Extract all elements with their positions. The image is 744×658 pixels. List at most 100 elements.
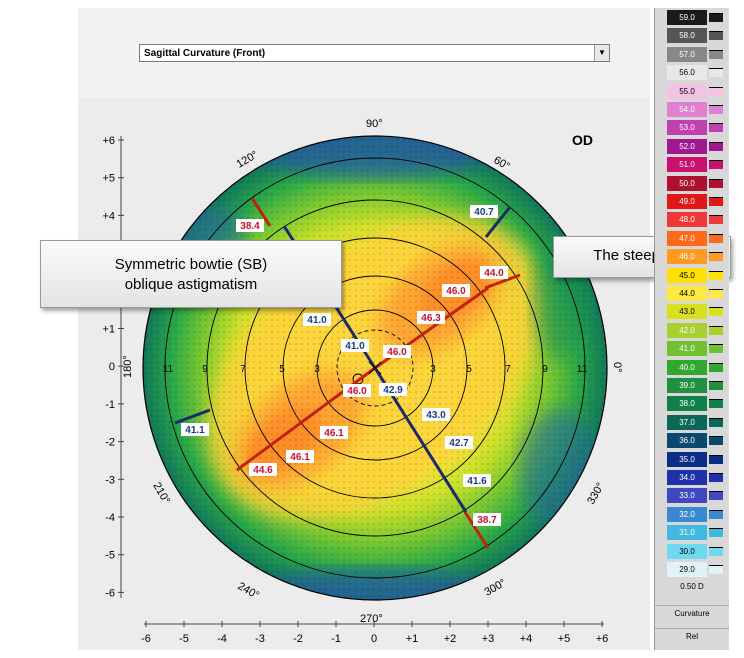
y-tick-label: -5 xyxy=(105,550,115,562)
y-tick-label: -1 xyxy=(105,399,115,411)
callout-bowtie: Symmetric bowtie (SB) oblique astigmatis… xyxy=(40,240,342,308)
y-tick-label: 0 xyxy=(109,361,115,373)
svg-text:41.0: 41.0 xyxy=(345,341,365,352)
steep-value-6: 46.0 xyxy=(343,384,371,397)
svg-text:46.0: 46.0 xyxy=(387,347,407,358)
scale-value: 49.0 xyxy=(667,194,707,209)
scale-value: 35.0 xyxy=(667,451,707,467)
angle-300: 300° xyxy=(483,577,509,599)
scale-swatch xyxy=(709,160,723,170)
scale-swatch xyxy=(709,233,723,243)
angle-0: 0° xyxy=(611,362,623,373)
scale-value: 32.0 xyxy=(667,506,707,522)
mm-rings xyxy=(142,135,608,601)
scale-swatch xyxy=(709,399,723,409)
curvature-map[interactable]: +6 +5 +4 +3 +2 +1 0 -1 -2 -3 -4 -5 -6 -6 -5 -4 -3 -2 -1 0 +… xyxy=(0,0,650,658)
y-tick-label: +6 xyxy=(102,135,115,147)
scale-value: 55.0 xyxy=(667,83,707,99)
scale-swatch xyxy=(709,362,723,372)
scale-value: 33.0 xyxy=(667,488,707,504)
scale-value: 30.0 xyxy=(667,543,707,559)
ring-label-l5: 5 xyxy=(279,364,285,375)
ring-label-l11: 11 xyxy=(163,364,174,375)
ring-label-r3: 3 xyxy=(430,364,436,375)
callout-bowtie-line2: oblique astigmatism xyxy=(124,276,258,293)
scale-mode[interactable]: Curvature xyxy=(655,605,729,618)
scale-swatch xyxy=(709,105,723,114)
x-tick-label: 0 xyxy=(371,633,377,645)
x-tick-label: +3 xyxy=(482,633,495,645)
angle-270: 270° xyxy=(360,613,383,625)
svg-text:46.0: 46.0 xyxy=(446,286,466,297)
steep-value-5: 46.0 xyxy=(383,345,411,358)
x-tick-label: +6 xyxy=(596,633,609,645)
x-axis: -6 -5 -4 -3 -2 -1 0 +1 +2 +3 +4 +5 +6 xyxy=(141,621,608,645)
scale-swatch xyxy=(709,123,723,133)
scale-reference[interactable]: Rel xyxy=(655,628,729,641)
ring-labels: 11 9 7 5 3 3 5 7 9 11 xyxy=(163,364,588,375)
svg-text:38.7: 38.7 xyxy=(477,515,497,526)
y-axis: +6+5+4+3+2+10-1-2-3-4-5-6 xyxy=(102,135,124,599)
scale-value: 31.0 xyxy=(667,525,707,541)
map-type-select[interactable]: Sagittal Curvature (Front) ▼ xyxy=(139,44,610,62)
scale-value: 41.0 xyxy=(667,341,707,357)
scale-value: 29.0 xyxy=(667,562,707,577)
steep-value-8: 46.1 xyxy=(286,450,314,463)
color-scale[interactable]: 0.50 D Curvature Rel 59.0 58.0 57.0 56.0 55.… xyxy=(654,8,729,650)
steep-value-2: 44.0 xyxy=(480,266,508,279)
scale-value: 56.0 xyxy=(667,65,707,81)
x-tick-label: +2 xyxy=(444,633,457,645)
eye-label: OD xyxy=(572,132,593,148)
ring-label-l9: 9 xyxy=(202,364,208,375)
scale-swatch xyxy=(709,215,723,225)
scale-swatch xyxy=(709,307,723,317)
scale-swatch xyxy=(709,68,723,78)
x-tick-label: +1 xyxy=(406,633,419,645)
scale-value: 44.0 xyxy=(667,286,707,301)
x-tick-label: -5 xyxy=(179,633,189,645)
y-tick-label: +1 xyxy=(102,324,115,336)
steep-value-1: 38.4 xyxy=(236,219,264,232)
scale-swatch xyxy=(709,178,723,188)
apex-marker xyxy=(368,361,382,375)
scale-value: 54.0 xyxy=(667,102,707,117)
scale-swatch xyxy=(709,270,723,280)
angle-120: 120° xyxy=(235,149,261,171)
flat-values: 40.7 41.0 41.0 42.9 43.0 42.7 41.6 41.1 xyxy=(181,205,498,487)
svg-text:38.4: 38.4 xyxy=(240,221,260,232)
flat-value-6: 42.7 xyxy=(445,436,473,449)
scale-value: 51.0 xyxy=(667,157,707,173)
scale-value: 36.0 xyxy=(667,433,707,449)
scale-swatch xyxy=(709,491,723,501)
y-tick-label: +5 xyxy=(102,173,115,185)
steep-value-7: 46.1 xyxy=(320,426,348,439)
scale-swatch xyxy=(709,436,723,446)
flat-value-8: 41.1 xyxy=(181,423,209,436)
ring-label-r7: 7 xyxy=(505,364,511,375)
y-tick-label: +4 xyxy=(102,210,115,222)
svg-text:41.6: 41.6 xyxy=(467,476,487,487)
scale-value: 50.0 xyxy=(667,175,707,191)
chevron-down-icon[interactable]: ▼ xyxy=(594,45,609,61)
angle-210: 210° xyxy=(150,481,172,507)
scale-value: 52.0 xyxy=(667,138,707,154)
flat-value-1: 40.7 xyxy=(470,205,498,218)
steep-value-9: 44.6 xyxy=(249,463,277,476)
scale-swatch xyxy=(709,344,723,354)
scale-value: 53.0 xyxy=(667,120,707,136)
svg-text:41.0: 41.0 xyxy=(307,315,327,326)
y-tick-label: -6 xyxy=(105,587,115,599)
ring-label-r5: 5 xyxy=(466,364,472,375)
steep-value-4: 46.3 xyxy=(417,311,445,324)
scale-step[interactable]: 0.50 D xyxy=(680,582,704,591)
svg-text:40.7: 40.7 xyxy=(474,207,494,218)
scale-swatch xyxy=(709,417,723,427)
x-tick-label: +4 xyxy=(520,633,533,645)
scale-swatch xyxy=(709,381,723,390)
scale-swatch xyxy=(709,473,723,482)
scale-swatch xyxy=(709,141,723,151)
angle-180: 180° xyxy=(122,355,134,378)
scale-swatch xyxy=(709,86,723,96)
scale-swatch xyxy=(709,565,723,574)
